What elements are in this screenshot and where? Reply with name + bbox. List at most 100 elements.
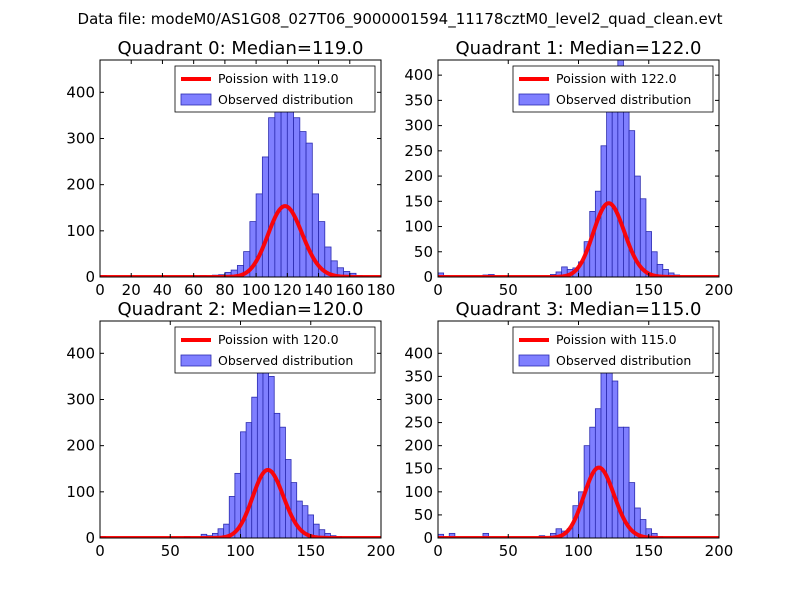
x-tick-label: 80 bbox=[215, 281, 234, 299]
x-tick-label: 20 bbox=[122, 281, 141, 299]
x-tick-label: 0 bbox=[95, 281, 105, 299]
histogram-bar bbox=[279, 426, 286, 538]
quadrant-3-panel: 0 50 100 150 200050100150200250300350400Quad… bbox=[404, 299, 733, 560]
legend-label-poisson: Poission with 115.0 bbox=[556, 332, 677, 347]
histogram-bar bbox=[255, 193, 263, 277]
y-tick-label: 0 bbox=[423, 529, 433, 547]
quadrant-2-panel: 0 50 100 150 200 0 100 200 300 400 Quadrant 2: Med… bbox=[66, 299, 395, 560]
legend-label-poisson: Poission with 119.0 bbox=[218, 71, 339, 86]
legend-label-observed: Observed distribution bbox=[218, 353, 353, 368]
legend-label-observed: Observed distribution bbox=[218, 92, 353, 107]
legend: Poission with 119.0 Observed distribution bbox=[174, 65, 376, 113]
histogram-bar bbox=[256, 371, 264, 538]
x-tick-label: 60 bbox=[184, 281, 203, 299]
y-tick-label: 200 bbox=[66, 176, 95, 194]
histogram-bar bbox=[268, 376, 275, 538]
y-tick-label: 300 bbox=[404, 390, 433, 408]
y-tick-label: 0 bbox=[85, 268, 95, 286]
histogram-bar bbox=[438, 272, 445, 277]
x-tick-label: 150 bbox=[634, 542, 663, 560]
quadrant-0-plot-area bbox=[100, 73, 381, 277]
x-tick-label: 50 bbox=[499, 281, 518, 299]
histogram-bar bbox=[448, 532, 456, 538]
y-tick-label: 100 bbox=[404, 483, 433, 501]
y-tick-label: 300 bbox=[66, 390, 95, 408]
x-tick-label: 100 bbox=[242, 281, 271, 299]
legend-label-observed: Observed distribution bbox=[556, 353, 691, 368]
y-tick-label: 200 bbox=[404, 437, 433, 455]
histogram-bar bbox=[245, 422, 253, 538]
x-tick-label: 200 bbox=[367, 542, 396, 560]
histogram-bar bbox=[482, 532, 489, 538]
legend-label-observed: Observed distribution bbox=[556, 92, 691, 107]
histogram-bar bbox=[623, 89, 630, 277]
y-tick-label: 0 bbox=[85, 529, 95, 547]
histogram-bar bbox=[651, 532, 658, 538]
legend: Poission with 115.0 Observed distribution bbox=[512, 326, 714, 374]
quadrant-0-panel: 0 20 40 60 80 100 120 140 160 1800100200300400Qua… bbox=[66, 38, 395, 299]
histogram-bar bbox=[274, 91, 282, 277]
y-tick-label: 400 bbox=[66, 344, 95, 362]
legend: Poission with 120.0 Observed distribution bbox=[174, 326, 376, 374]
histogram-bar bbox=[600, 364, 607, 538]
quadrant-title: Quadrant 3: Median=115.0 bbox=[456, 299, 702, 320]
histogram-bar bbox=[251, 396, 258, 538]
quadrant-title: Quadrant 2: Median=120.0 bbox=[118, 299, 364, 320]
x-tick-label: 120 bbox=[273, 281, 302, 299]
y-tick-label: 250 bbox=[404, 414, 433, 432]
poisson-curve bbox=[438, 465, 719, 538]
histogram-bar bbox=[268, 117, 276, 277]
y-tick-label: 350 bbox=[404, 91, 433, 109]
y-tick-label: 150 bbox=[404, 460, 433, 478]
legend: Poission with 122.0 Observed distribution bbox=[512, 65, 714, 113]
quadrant-1-panel: 0 50 100 150 200 0 50 100 150 200 250 300 350 400 Quad… bbox=[404, 38, 733, 299]
y-tick-label: 200 bbox=[404, 167, 433, 185]
histogram-bar bbox=[594, 408, 602, 538]
panels: 0 20 40 60 80 100 120 140 160 1800100200300400Qua… bbox=[66, 38, 733, 560]
y-tick-label: 250 bbox=[404, 142, 433, 160]
y-tick-label: 400 bbox=[66, 83, 95, 101]
x-tick-label: 50 bbox=[499, 542, 518, 560]
x-tick-label: 150 bbox=[296, 542, 325, 560]
x-tick-label: 150 bbox=[634, 281, 663, 299]
legend-label-poisson: Poission with 120.0 bbox=[218, 332, 339, 347]
histogram-bar bbox=[299, 131, 307, 277]
x-tick-label: 200 bbox=[705, 542, 734, 560]
y-tick-label: 0 bbox=[423, 268, 433, 286]
histogram-bar bbox=[617, 426, 624, 538]
y-tick-label: 100 bbox=[404, 218, 433, 236]
y-tick-label: 300 bbox=[66, 129, 95, 147]
histogram-bar bbox=[611, 380, 619, 538]
x-tick-label: 100 bbox=[564, 281, 593, 299]
y-tick-label: 300 bbox=[404, 117, 433, 135]
legend-bar-swatch bbox=[180, 354, 212, 367]
x-tick-label: 0 bbox=[95, 542, 105, 560]
y-tick-label: 100 bbox=[66, 483, 95, 501]
legend-bar-swatch bbox=[518, 354, 550, 367]
poisson-curve bbox=[438, 201, 719, 277]
figure-suptitle: Data file: modeM0/AS1G08_027T06_90000015… bbox=[78, 10, 723, 29]
y-tick-label: 400 bbox=[404, 344, 433, 362]
histogram-bar bbox=[606, 94, 613, 277]
quadrant-3-plot-area bbox=[438, 339, 719, 538]
histogram-bar bbox=[290, 482, 298, 538]
histogram-bar bbox=[594, 190, 602, 277]
x-tick-label: 100 bbox=[564, 542, 593, 560]
x-tick-label: 100 bbox=[226, 542, 255, 560]
x-tick-label: 140 bbox=[304, 281, 333, 299]
histogram-bar bbox=[293, 117, 301, 277]
poisson-curve bbox=[100, 204, 381, 277]
legend-bar-swatch bbox=[180, 93, 212, 106]
axes-frame bbox=[99, 59, 382, 278]
legend-bar-swatch bbox=[518, 93, 550, 106]
x-tick-label: 40 bbox=[153, 281, 172, 299]
y-tick-label: 150 bbox=[404, 192, 433, 210]
y-tick-label: 100 bbox=[66, 222, 95, 240]
quadrant-1-plot-area bbox=[438, 60, 719, 277]
y-tick-label: 400 bbox=[404, 66, 433, 84]
quadrant-title: Quadrant 1: Median=122.0 bbox=[456, 38, 702, 59]
x-tick-label: 0 bbox=[433, 281, 443, 299]
histogram-bar bbox=[261, 156, 270, 277]
x-tick-label: 0 bbox=[433, 542, 443, 560]
